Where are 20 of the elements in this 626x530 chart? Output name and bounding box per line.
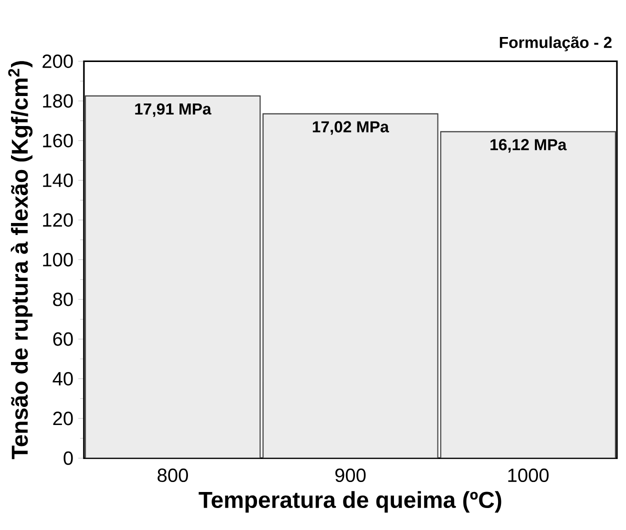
y-tick-label: 100 [43, 252, 73, 266]
y-tick-label: 140 [43, 174, 73, 188]
annotation: 17,91 MPa [135, 103, 212, 117]
annotation: 17,02 MPa [312, 121, 390, 135]
chart-title: Formulação - 2 [500, 36, 612, 52]
x-tick-label: 800 [158, 468, 188, 482]
annotation: 16,12 MPa [490, 139, 567, 153]
y-axis-title: Tensão de ruptura à flexão (Kgf/cm$^{2}$) [8, 61, 33, 460]
y-tick-label: 60 [53, 332, 73, 346]
y-tick-label: 180 [43, 94, 73, 108]
y-tick-label: 80 [53, 292, 73, 306]
y-tick-label: 120 [43, 213, 73, 227]
x-tick-label: 900 [335, 468, 366, 482]
y-tick-label: 0 [64, 451, 73, 465]
x-tick-label: 1000 [508, 468, 549, 482]
y-tick-label: 20 [53, 412, 73, 426]
y-tick-label: 40 [52, 372, 73, 386]
y-tick-label: 200 [42, 54, 73, 68]
x-axis-title: Temperatura de queima (ºC) [198, 491, 502, 513]
y-tick-label: 160 [43, 134, 73, 148]
